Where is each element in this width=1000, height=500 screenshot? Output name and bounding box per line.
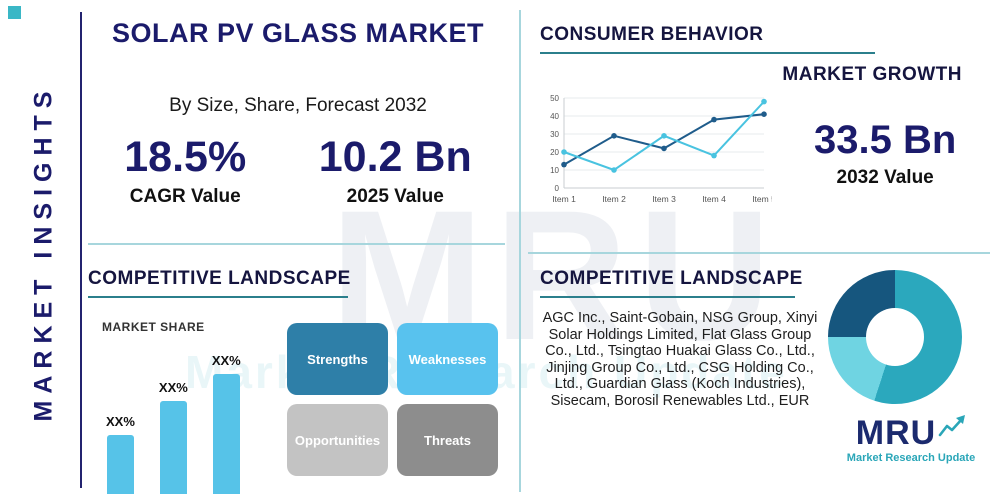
- sidebar-title: MARKET INSIGHTS: [29, 84, 58, 422]
- swot-opportunities-tile: Opportunities: [287, 404, 388, 476]
- swot-threats-tile: Threats: [397, 404, 498, 476]
- left-horizontal-divider: [88, 243, 505, 245]
- subtitle: By Size, Share, Forecast 2032: [169, 95, 427, 116]
- trend-arrow-icon: [938, 415, 966, 437]
- corner-accent-square: [8, 6, 21, 19]
- competitive-landscape-right-section: COMPETITIVE LANDSCAPE AGC Inc., Saint-Go…: [540, 268, 990, 493]
- svg-text:Item 1: Item 1: [552, 194, 576, 204]
- value-2025-label: 2025 Value: [346, 186, 444, 207]
- svg-text:10: 10: [550, 166, 559, 175]
- consumer-behavior-underline: [540, 52, 875, 54]
- bar-item-1: XX%: [106, 414, 135, 494]
- bar-2: [159, 401, 187, 494]
- bar-1: [106, 435, 134, 494]
- svg-text:Item 3: Item 3: [652, 194, 676, 204]
- right-horizontal-divider: [528, 252, 990, 254]
- mru-logo-row: MRU: [836, 414, 986, 452]
- bar-3: [212, 374, 240, 494]
- svg-text:50: 50: [550, 94, 559, 103]
- swot-grid: Strengths Weaknesses Opportunities Threa…: [287, 323, 498, 476]
- donut-hole: [866, 308, 924, 366]
- market-summary-section: SOLAR PV GLASS MARKET By Size, Share, Fo…: [88, 18, 508, 208]
- swot-strengths-tile: Strengths: [287, 323, 388, 395]
- companies-list: AGC Inc., Saint-Gobain, NSG Group, Xinyi…: [542, 310, 818, 409]
- svg-text:0: 0: [555, 184, 560, 193]
- bar-value-label-1: XX%: [106, 414, 135, 429]
- bar-chart: XX% XX% XX%: [106, 342, 277, 494]
- donut-chart: [828, 270, 962, 404]
- swot-weaknesses-tile: Weaknesses: [397, 323, 498, 395]
- value-2032-label: 2032 Value: [836, 166, 934, 188]
- consumer-behavior-title: CONSUMER BEHAVIOR: [540, 24, 764, 45]
- value-2025-stat: 10.2 Bn 2025 Value: [319, 133, 472, 208]
- mru-logo-subtext: Market Research Update: [846, 452, 976, 464]
- cagr-label: CAGR Value: [129, 186, 241, 207]
- bar-value-label-2: XX%: [158, 380, 188, 395]
- market-share-chart: MARKET SHARE XX% XX% XX%: [102, 320, 277, 494]
- competitive-landscape-left-title: COMPETITIVE LANDSCAPE: [88, 268, 351, 289]
- competitive-landscape-right-underline: [540, 296, 795, 298]
- competitive-landscape-left-section: COMPETITIVE LANDSCAPE MARKET SHARE XX% X…: [88, 268, 505, 494]
- bar-item-3: XX%: [212, 353, 241, 494]
- cagr-stat: 18.5% CAGR Value: [124, 133, 246, 208]
- cagr-value: 18.5%: [124, 133, 247, 181]
- value-2032-stat: 33.5 Bn 2032 Value: [814, 118, 956, 189]
- svg-text:Item 2: Item 2: [602, 194, 626, 204]
- center-divider-line: [519, 10, 521, 492]
- competitive-landscape-left-underline: [88, 296, 348, 298]
- svg-text:20: 20: [550, 148, 559, 157]
- sidebar-divider-line: [80, 12, 82, 488]
- mru-logo-text: MRU: [855, 414, 937, 452]
- competitive-landscape-right-title: COMPETITIVE LANDSCAPE: [540, 268, 803, 289]
- market-share-label: MARKET SHARE: [102, 320, 205, 334]
- bar-item-2: XX%: [159, 380, 188, 494]
- bar-value-label-3: XX%: [211, 353, 241, 368]
- growth-chart-row: 0 10 20 30 40 50 Item 1 Item 2 Item 3 Item 4 Item …: [540, 92, 990, 210]
- value-2032: 33.5 Bn: [814, 117, 957, 162]
- svg-text:Item 5: Item 5: [752, 194, 772, 204]
- mru-logo: MRU Market Research Update: [836, 414, 986, 464]
- svg-text:40: 40: [550, 112, 559, 121]
- line-chart: 0 10 20 30 40 50 Item 1 Item 2 Item 3 Item 4 Item …: [550, 94, 772, 204]
- page-title: SOLAR PV GLASS MARKET: [111, 18, 485, 48]
- svg-text:30: 30: [550, 130, 559, 139]
- market-growth-title: MARKET GROWTH: [782, 64, 962, 85]
- consumer-behavior-section: CONSUMER BEHAVIOR MARKET GROWTH 0 10 20 30 4…: [540, 24, 990, 210]
- svg-text:Item 4: Item 4: [702, 194, 726, 204]
- stats-row: 18.5% CAGR Value 10.2 Bn 2025 Value: [88, 133, 508, 208]
- value-2025: 10.2 Bn: [318, 133, 472, 181]
